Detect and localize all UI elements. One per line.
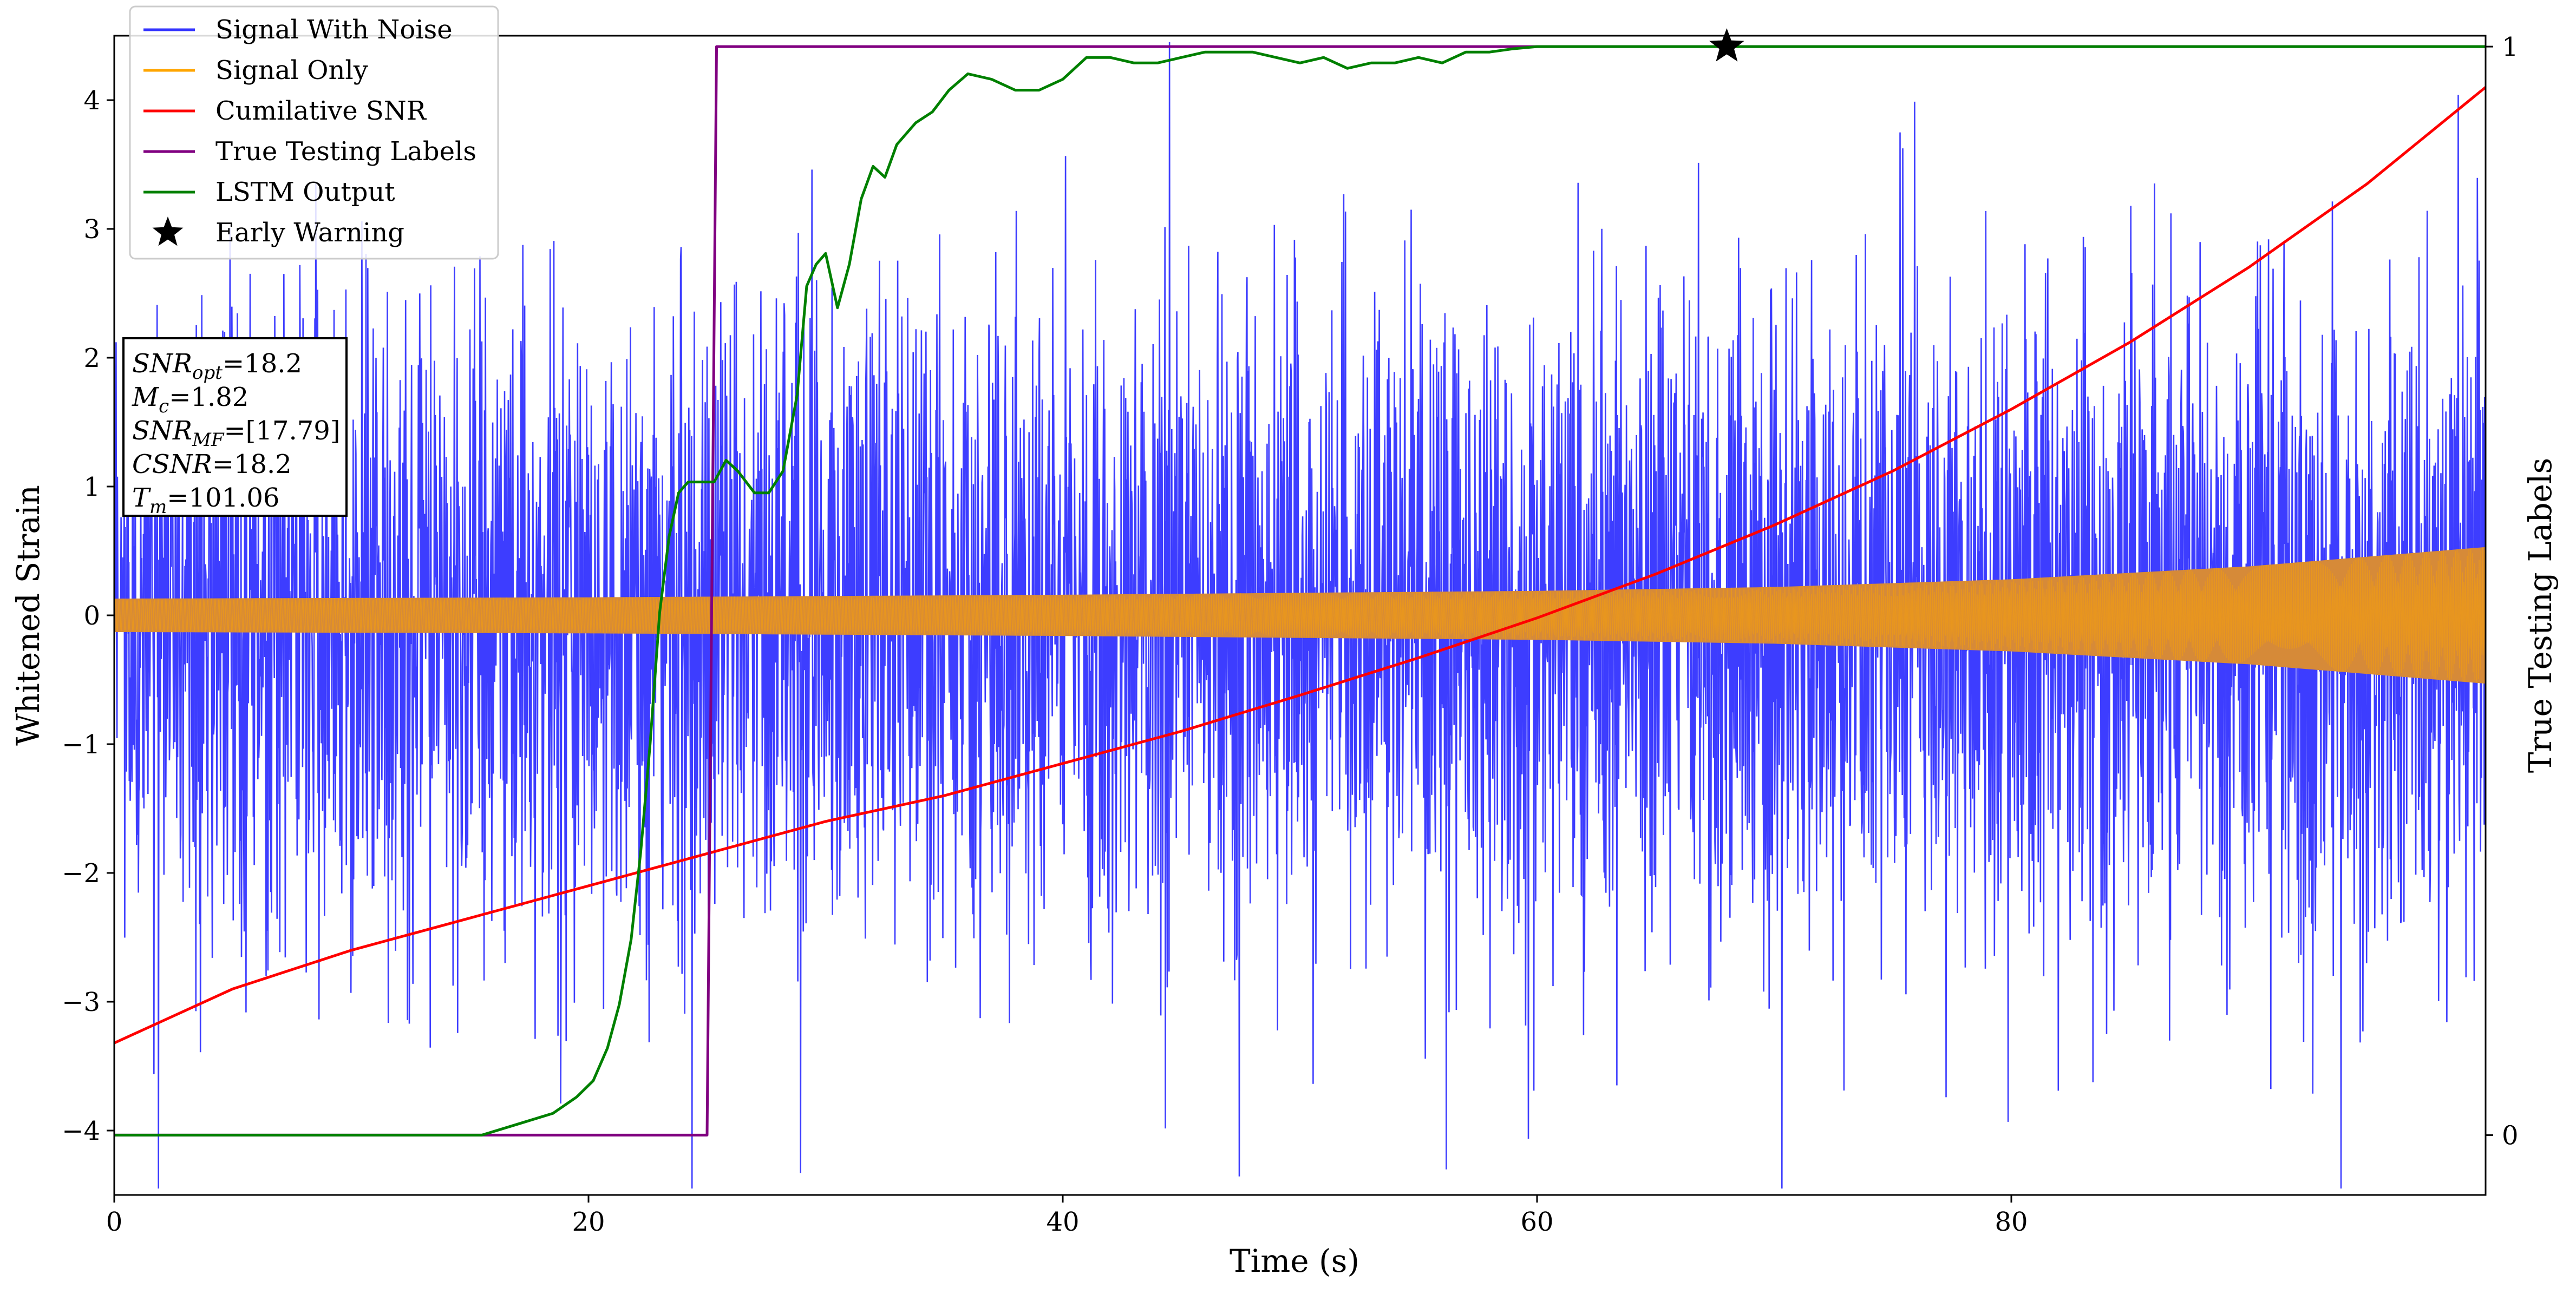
legend: Signal With Noise Signal Only Cumilative S… [129, 5, 499, 260]
y-axis-title: Whitened Strain [10, 485, 47, 746]
legend-label-signal-only: Signal Only [215, 55, 368, 86]
series-cumilative-snr [114, 86, 2486, 1045]
early-warning-marker [1709, 28, 1744, 62]
annotation-line: SNRopt=18.2 [132, 349, 302, 384]
legend-label-true-testing-labels: True Testing Labels [215, 136, 476, 167]
x-tick-label: 0 [106, 1207, 123, 1237]
series-signal-only [114, 547, 2486, 683]
y-tick-label: 0 [83, 601, 100, 631]
annotation-line: Tm=101.06 [132, 483, 279, 518]
y2-tick-label: 0 [2502, 1120, 2519, 1151]
y-axis-left: −4 −3 −2 −1 0 1 2 3 4 [62, 86, 114, 1146]
y-tick-label: −1 [62, 730, 100, 760]
series-lstm-output [114, 45, 2486, 1137]
legend-label-early-warning: Early Warning [215, 218, 404, 248]
y-tick-label: 3 [83, 214, 100, 245]
x-tick-label: 40 [1046, 1207, 1079, 1237]
series-layer [114, 42, 2486, 1189]
legend-label-lstm-output: LSTM Output [215, 177, 395, 207]
series-signal-only-band [114, 547, 2486, 684]
y2-axis-title: True Testing Labels [2522, 458, 2559, 773]
x-axis-title: Time (s) [1230, 1243, 1359, 1279]
y-axis-right: 01 [2486, 32, 2519, 1151]
y-tick-label: 4 [83, 86, 100, 116]
annotation-line: SNRMF=[17.79] [132, 416, 341, 451]
y-tick-label: −2 [62, 858, 100, 889]
x-tick-label: 60 [1520, 1207, 1553, 1237]
annotation-line: CSNR=18.2 [132, 449, 292, 479]
legend-frame [129, 5, 499, 260]
y-tick-label: −4 [62, 1116, 100, 1146]
legend-swatch-early-warning [152, 216, 184, 246]
y-tick-label: 2 [83, 343, 100, 373]
y-tick-label: 1 [83, 472, 100, 502]
annotation-box-frame [122, 337, 348, 517]
annotation-box: SNRopt=18.2Mc=1.82SNRMF=[17.79]CSNR=18.2… [122, 337, 348, 518]
annotation-line: Mc=1.82 [132, 382, 249, 417]
legend-label-signal-with-noise: Signal With Noise [215, 15, 453, 45]
x-axis: 0 20 40 60 80 [106, 1195, 2028, 1237]
x-tick-label: 20 [572, 1207, 605, 1237]
x-tick-label: 80 [1995, 1207, 2028, 1237]
y-tick-label: −3 [62, 987, 100, 1017]
y2-tick-label: 1 [2502, 32, 2519, 62]
legend-label-cumilative-snr: Cumilative SNR [215, 96, 427, 126]
